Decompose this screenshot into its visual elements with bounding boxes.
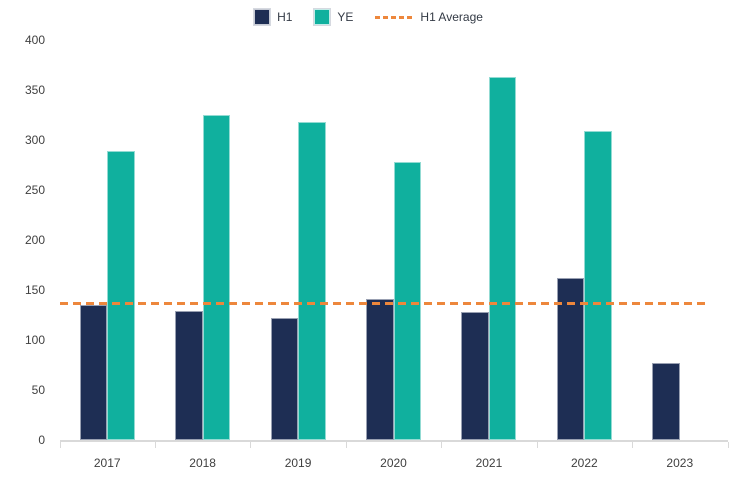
chart-legend: H1 YE H1 Average — [0, 8, 737, 26]
y-axis-label-50: 50 — [31, 383, 45, 397]
x-axis-tick — [536, 442, 538, 448]
ye-series-swatch-icon — [313, 8, 332, 26]
legend-item-h1: H1 — [253, 8, 293, 26]
y-axis-label-300: 300 — [24, 133, 45, 147]
legend-label-ye: YE — [337, 10, 354, 24]
legend-label-h1-average: H1 Average — [420, 10, 483, 24]
bar-h1-2018 — [175, 311, 203, 440]
x-axis-label-2020: 2020 — [380, 456, 407, 470]
y-axis-label-400: 400 — [24, 33, 45, 47]
bar-h1-2019 — [270, 318, 299, 440]
y-axis-label-0: 0 — [38, 433, 45, 447]
x-axis-tick — [59, 442, 61, 448]
bar-ye-2018 — [202, 115, 231, 440]
x-axis-tick — [345, 442, 347, 448]
x-axis-line — [59, 440, 728, 442]
x-axis-label-2018: 2018 — [189, 456, 216, 470]
x-axis-tick — [441, 442, 443, 448]
x-axis-tick — [154, 442, 156, 448]
x-axis-tick — [727, 442, 729, 448]
x-axis-label-2022: 2022 — [570, 456, 598, 470]
bar-h1-2023 — [652, 363, 680, 440]
bar-ye-2019 — [298, 122, 326, 440]
x-axis-label-2023: 2023 — [666, 456, 694, 470]
x-axis-label-2017: 2017 — [93, 456, 121, 470]
h1-average-dash-icon — [375, 15, 414, 19]
legend-label-h1: H1 — [277, 10, 293, 24]
bar-ye-2017 — [107, 151, 135, 440]
bar-ye-2021 — [488, 77, 517, 440]
bar-h1-2020 — [366, 299, 394, 440]
y-axis-label-150: 150 — [24, 283, 45, 297]
y-axis-label-200: 200 — [24, 233, 45, 247]
x-axis-tick — [250, 442, 252, 448]
x-axis-label-2019: 2019 — [284, 456, 312, 470]
bar-ye-2022 — [584, 131, 612, 440]
bar-ye-2020 — [393, 162, 421, 440]
bar-h1-2017 — [79, 305, 108, 440]
legend-item-ye: YE — [313, 8, 354, 26]
bar-h1-2021 — [461, 312, 489, 440]
y-axis-label-100: 100 — [24, 333, 45, 347]
y-axis-label-350: 350 — [24, 83, 45, 97]
legend-item-h1-average: H1 Average — [375, 10, 483, 24]
x-axis-tick — [632, 442, 634, 448]
h1-average-line — [59, 302, 710, 306]
h1-series-swatch-icon — [253, 8, 272, 26]
y-axis-label-250: 250 — [24, 183, 45, 197]
x-axis-label-2021: 2021 — [475, 456, 503, 470]
